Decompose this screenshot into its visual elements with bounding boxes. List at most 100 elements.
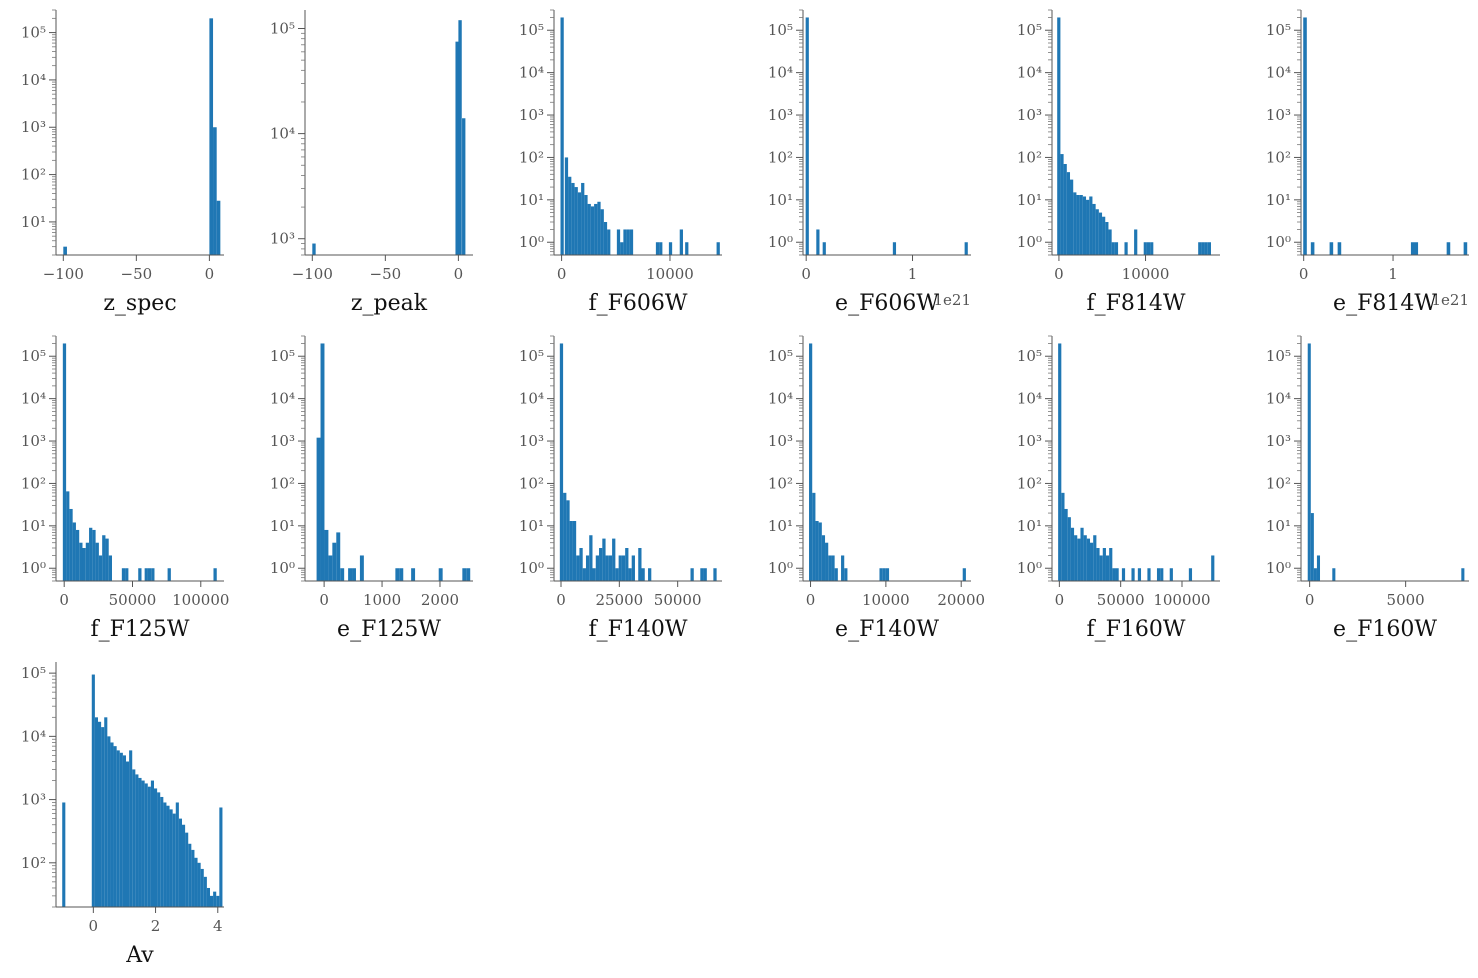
x-tick-label: 0 [801, 265, 811, 283]
y-tick-label: 10² [1017, 474, 1042, 492]
x-tick-label: 4 [213, 917, 223, 935]
histogram-bar [1310, 513, 1314, 581]
histogram-bar [62, 802, 66, 907]
histogram-bar [616, 229, 621, 255]
histogram-bar [203, 876, 207, 907]
x-axis-label: e_F814W [1333, 291, 1437, 316]
y-tick-label: 10⁵ [21, 664, 46, 682]
histogram-bar [1061, 492, 1065, 581]
y-tick-label: 10³ [519, 432, 544, 450]
y-tick-label: 10⁵ [1017, 347, 1042, 365]
x-axis-label: z_spec [103, 291, 176, 316]
y-tick-label: 10² [1266, 148, 1291, 166]
histogram-bar [655, 242, 660, 255]
histogram-bar [1073, 192, 1077, 255]
y-tick-label: 10³ [519, 106, 544, 124]
histogram-bar [648, 568, 652, 581]
histogram-bar [352, 568, 356, 581]
histogram-bar [1086, 199, 1090, 255]
histogram-bar [1115, 568, 1119, 581]
histogram-bar [138, 777, 142, 907]
histogram-bar [576, 555, 580, 581]
histogram-bar [206, 887, 210, 907]
histogram-bar [316, 437, 321, 581]
x-tick-label: 0 [454, 265, 464, 283]
histogram-bar [825, 542, 829, 581]
histogram-bar [805, 17, 809, 256]
y-tick-label: 10⁰ [1266, 233, 1291, 251]
y-tick-label: 10⁴ [21, 71, 46, 89]
y-tick-label: 10⁵ [519, 347, 544, 365]
histogram-bar [1109, 548, 1113, 581]
histogram-bar [91, 674, 95, 907]
x-tick-label: 1000 [363, 591, 401, 609]
histogram-bar [107, 736, 111, 907]
histogram-bar [126, 761, 130, 907]
histogram-bar [560, 17, 564, 256]
x-tick-label: 0 [89, 917, 99, 935]
histogram-bar [101, 727, 105, 907]
x-tick-label: −100 [292, 265, 333, 283]
y-tick-label: 10³ [21, 118, 46, 136]
histogram-bar [411, 568, 416, 581]
histogram-bar [194, 857, 198, 907]
histogram-bar [94, 717, 98, 907]
y-tick-label: 10⁴ [1266, 390, 1291, 408]
histogram-bar [1099, 555, 1103, 581]
histogram-bar [359, 555, 364, 581]
histogram-bar [618, 555, 622, 581]
histogram-bar [395, 568, 400, 581]
histogram-bar [1461, 568, 1465, 581]
histogram-bar [79, 542, 83, 581]
histogram-bar [1077, 538, 1081, 581]
histogram-bar [216, 895, 220, 907]
histogram-bar [1080, 527, 1084, 581]
histogram-bar [581, 182, 585, 255]
y-tick-label: 10⁴ [1017, 390, 1042, 408]
histogram-bar [587, 203, 591, 255]
x-tick-label: 0 [1054, 265, 1064, 283]
histogram-bar [563, 492, 567, 581]
histogram-bar [579, 548, 583, 581]
y-tick-label: 10⁴ [519, 390, 544, 408]
histogram-bar [879, 568, 883, 581]
histogram-bar [462, 568, 467, 581]
y-tick-label: 10³ [768, 106, 793, 124]
histogram-bar [216, 200, 221, 255]
histogram-bar [1414, 242, 1419, 255]
histogram-bar [631, 555, 635, 581]
subplot-z-peak: 10³ 10⁴ 10⁵ −100 −50 0 z_peak [270, 10, 473, 316]
y-tick-label: 10⁵ [21, 24, 46, 42]
y-tick-label: 10³ [1017, 106, 1042, 124]
histogram-bar [818, 522, 822, 581]
subplot-z-spec: 10¹ 10² 10³ 10⁴ 10⁵ −100 −50 0 z_spec [21, 9, 224, 316]
histogram-bar [812, 492, 816, 581]
histogram-bar [1067, 517, 1071, 581]
y-tick-label: 10² [270, 474, 295, 492]
histogram-bar [336, 532, 341, 581]
histogram-bar [1313, 568, 1317, 581]
y-tick-label: 10⁴ [768, 64, 793, 82]
x-axis-label: e_F160W [1333, 617, 1437, 642]
histogram-bar [213, 891, 217, 907]
y-tick-label: 10⁵ [768, 347, 793, 365]
histogram-bar [1332, 568, 1336, 581]
histogram-bar [822, 242, 826, 255]
x-tick-label: 2000 [421, 591, 459, 609]
histogram-bar [1102, 548, 1106, 581]
y-tick-label: 10⁰ [270, 559, 295, 577]
histogram-bar [1121, 568, 1126, 581]
histogram-bar [167, 568, 171, 581]
x-tick-label: 50000 [654, 591, 702, 609]
subplot-e-f125w: 10⁰ 10¹ 10² 10³ 10⁴ 10⁵ 0 1000 2000 e_F125W [270, 335, 473, 642]
histogram-bar [1108, 229, 1112, 255]
histogram-bar [892, 242, 897, 255]
histogram-bar [1147, 568, 1151, 581]
histogram-bar [108, 555, 112, 581]
y-tick-label: 10⁰ [519, 233, 544, 251]
y-tick-label: 10² [21, 166, 46, 184]
histogram-bar [1211, 555, 1215, 581]
histogram-bar [568, 176, 572, 255]
histogram-bar [1070, 527, 1075, 581]
